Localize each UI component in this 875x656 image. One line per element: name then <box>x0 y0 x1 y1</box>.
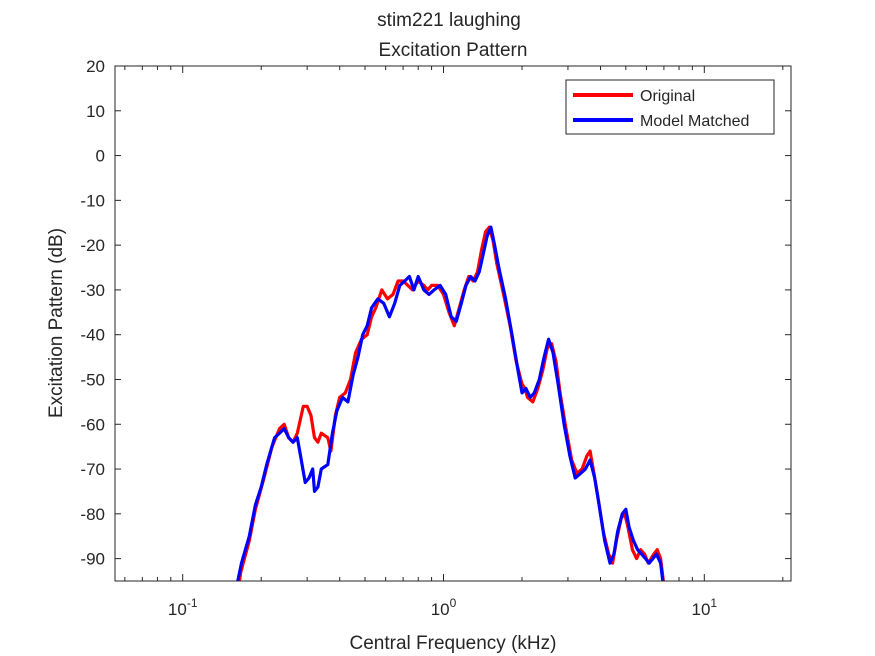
legend-box <box>565 79 775 135</box>
series-layer <box>236 225 665 581</box>
axis-ticks <box>115 65 791 581</box>
x-tick-label: 100 <box>431 596 457 619</box>
y-tick-labels: 20 10 0 -10 -20 -30 -40 -50 -60 -70 -80 -90 <box>80 57 105 569</box>
x-tick-label: 10-1 <box>168 596 198 619</box>
y-tick-label: 0 <box>96 147 105 166</box>
chart-title: stim221 laughing <box>377 10 521 31</box>
y-tick-label: -40 <box>80 326 105 345</box>
y-tick-label: 20 <box>86 57 105 76</box>
legend-label-model-matched: Model Matched <box>640 113 749 130</box>
y-tick-label: -30 <box>80 281 105 300</box>
series-line-model-matched <box>236 225 665 581</box>
legend: Original Model Matched <box>565 79 775 135</box>
y-tick-label: -10 <box>80 191 105 210</box>
x-axis-label: Central Frequency (kHz) <box>350 633 557 654</box>
y-tick-label: -50 <box>80 370 105 389</box>
y-tick-label: -60 <box>80 415 105 434</box>
legend-label-original: Original <box>640 88 695 105</box>
chart-subtitle: Excitation Pattern <box>379 40 528 61</box>
y-tick-label: -20 <box>80 236 105 255</box>
x-tick-label: 101 <box>691 596 717 619</box>
axes-box <box>114 65 792 582</box>
y-tick-label: -80 <box>80 505 105 524</box>
x-tick-labels: 10-1 100 101 <box>168 596 718 619</box>
y-tick-label: -70 <box>80 460 105 479</box>
y-tick-label: -90 <box>80 550 105 569</box>
y-axis-label: Excitation Pattern (dB) <box>46 228 67 418</box>
y-tick-label: 10 <box>86 102 105 121</box>
